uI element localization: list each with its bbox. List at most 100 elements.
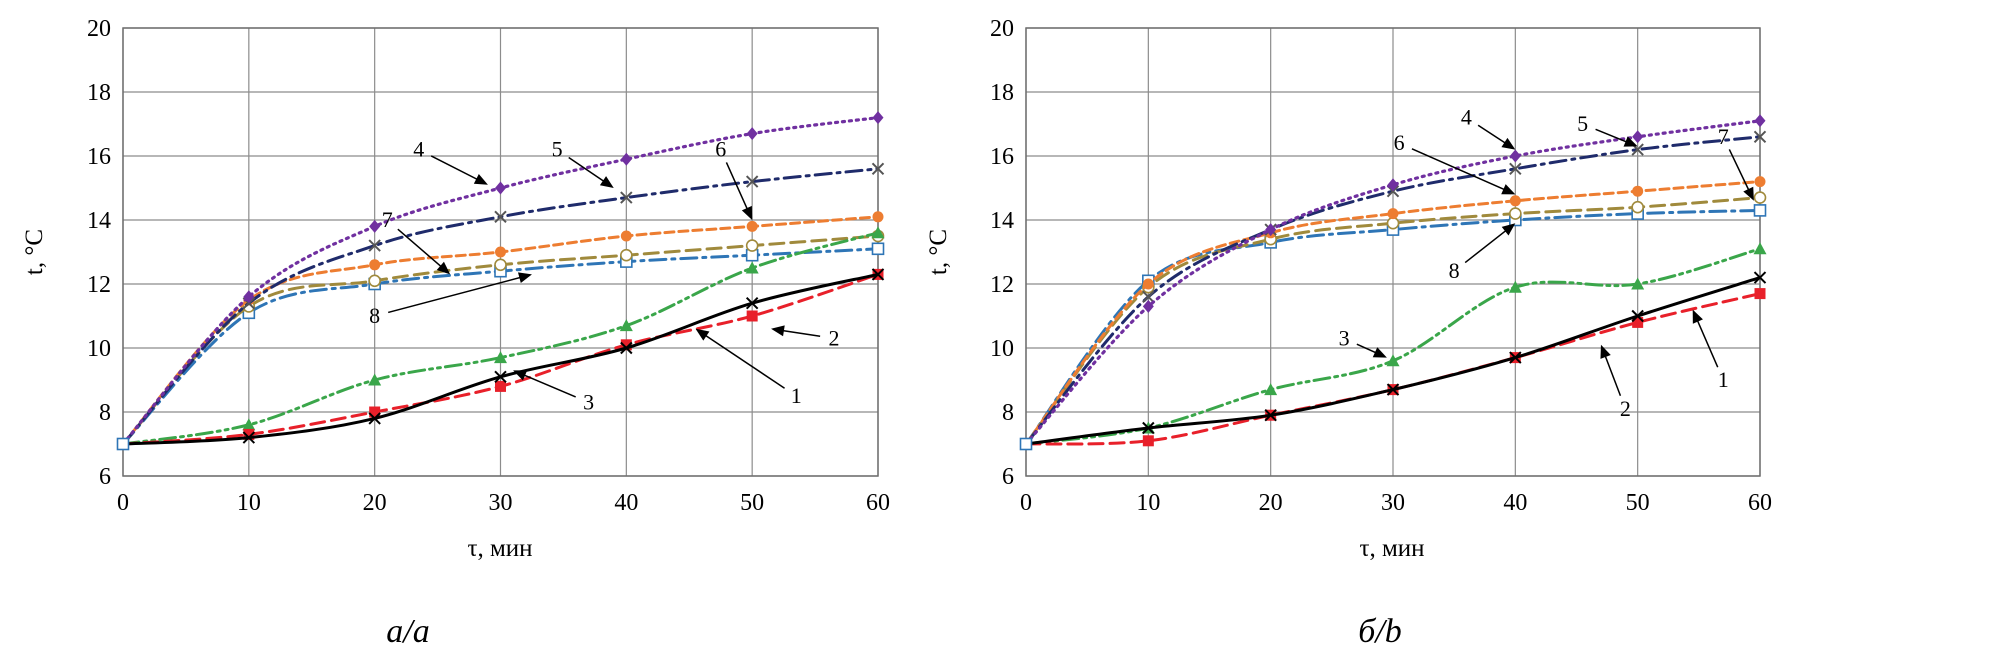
callout-6: 6 (1394, 130, 1516, 195)
callout-label-4: 4 (1461, 105, 1472, 130)
series-6-point (1632, 185, 1644, 197)
y-tick-label: 10 (990, 336, 1014, 362)
series-6-point (495, 246, 506, 258)
series-1-point (1386, 383, 1400, 396)
series-4 (121, 111, 884, 446)
x-ticks-b: 0 10 20 30 40 50 60 (1020, 490, 1772, 516)
callout-label-4: 4 (413, 137, 424, 162)
callout-arrowhead-1 (695, 328, 710, 341)
series-3 (1024, 242, 1767, 446)
y-axis-label-a: t, °C (21, 229, 48, 275)
caption-a: а/a (386, 613, 429, 650)
callout-label-3: 3 (583, 389, 594, 414)
series-5 (121, 162, 885, 446)
series-2-point (369, 406, 381, 418)
series-2-point (746, 310, 758, 322)
series-1-point (368, 412, 381, 425)
callout-line-3 (514, 370, 576, 398)
callout-arrowhead-8 (517, 272, 532, 284)
x-tick-label: 50 (740, 490, 764, 516)
callout-5: 5 (552, 137, 614, 188)
y-tick-label: 12 (87, 272, 111, 298)
series-4-point (872, 111, 884, 125)
x-tick-label: 10 (1136, 490, 1160, 516)
series-4-point (495, 181, 506, 195)
series-3-point (494, 351, 507, 364)
series-7-point (1631, 200, 1644, 214)
callout-6: 6 (715, 137, 753, 220)
callout-arrowhead-5 (1623, 136, 1638, 147)
series-6-point (1142, 278, 1154, 290)
series-7-point (745, 239, 759, 252)
x-tick-label: 50 (1626, 490, 1650, 516)
start-point (1019, 437, 1033, 451)
x-axis-label-a: τ, мин (467, 535, 532, 562)
plot-area-b: 4 5 6 7 8 3 2 1 (1019, 27, 1767, 477)
callout-1: 1 (695, 328, 802, 408)
series-4-point (1632, 130, 1644, 144)
series-4-point (1387, 178, 1399, 192)
series-3-point (619, 319, 633, 332)
series-7-point (620, 248, 633, 262)
series-6-point (1387, 208, 1399, 220)
callout-arrowhead-7 (1743, 186, 1754, 201)
series-1-point (1509, 351, 1522, 364)
series-6-point (369, 259, 381, 271)
series-1-point (242, 431, 256, 444)
y-tick-label: 16 (990, 144, 1014, 170)
x-tick-label: 30 (489, 490, 513, 516)
x-tick-label: 60 (1748, 490, 1772, 516)
callout-3: 3 (513, 370, 594, 414)
x-tick-label: 0 (117, 490, 129, 516)
series-4-point (620, 152, 632, 166)
callout-label-6: 6 (1394, 130, 1405, 155)
callout-label-3: 3 (1339, 325, 1350, 350)
y-tick-label: 12 (990, 272, 1014, 298)
callout-label-2: 2 (1620, 396, 1631, 421)
series-7-point (1753, 191, 1767, 204)
series-5-point (871, 162, 885, 176)
callout-label-5: 5 (552, 137, 563, 162)
callout-arrowhead-5 (599, 176, 614, 188)
series-3-point (745, 261, 759, 274)
series-2-point (620, 339, 632, 351)
callout-arrowhead-2 (1600, 344, 1611, 359)
series-7-point (1386, 216, 1400, 230)
callout-arrowhead-3 (1372, 347, 1387, 358)
x-tick-label: 10 (237, 490, 261, 516)
y-tick-label: 8 (99, 400, 111, 426)
series-3-point (368, 373, 382, 386)
callout-2: 2 (1600, 344, 1631, 421)
series-2-point (1142, 435, 1154, 447)
y-tick-label: 16 (87, 144, 111, 170)
callout-8: 8 (1449, 223, 1516, 283)
series-4-point (1142, 299, 1154, 313)
series-8-point (871, 242, 885, 256)
y-tick-label: 20 (87, 16, 111, 42)
callout-label-7: 7 (382, 207, 393, 232)
series-3-point (1508, 280, 1522, 293)
series-5-point (368, 239, 381, 252)
chart-panel-a: 4 5 6 7 8 3 2 1 6 8 10 12 14 16 18 20 0 10 20 30 40 50 60 t,… (21, 16, 890, 650)
x-tick-label: 0 (1020, 490, 1032, 516)
series-2-point (243, 428, 255, 440)
y-tick-label: 6 (1002, 464, 1014, 490)
series-layer-b (1019, 114, 1767, 451)
series-3-point (242, 418, 256, 431)
series-5-point (1509, 162, 1522, 176)
series-6-point (746, 220, 758, 232)
series-3-point (1631, 277, 1645, 290)
series-6-point (872, 211, 884, 223)
callout-3: 3 (1339, 325, 1387, 358)
callout-arrowhead-4 (1501, 137, 1516, 150)
series-layer-a (116, 111, 885, 451)
callout-line-1 (696, 329, 785, 389)
series-1-point (871, 268, 885, 281)
series-7-point (1509, 207, 1522, 220)
series-2-point (1754, 288, 1766, 300)
callout-1: 1 (1692, 309, 1729, 392)
callout-7: 7 (382, 207, 451, 275)
callout-arrowhead-3 (513, 370, 528, 381)
gridlines-b (1025, 27, 1761, 477)
